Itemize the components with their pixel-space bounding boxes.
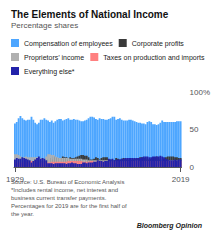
svg-text:business current transfer paym: business current transfer payments.: [11, 195, 107, 201]
svg-text:Taxes on production and import: Taxes on production and imports: [103, 54, 205, 62]
svg-text:Everything else*: Everything else*: [24, 68, 75, 76]
svg-text:the year.: the year.: [11, 211, 34, 217]
svg-text:*Includes rental income, net i: *Includes rental income, net interest an…: [11, 187, 118, 193]
svg-text:Source: U.S. Bureau of Economi: Source: U.S. Bureau of Economic Analysis: [11, 179, 124, 185]
svg-text:Bloomberg Opinion: Bloomberg Opinion: [137, 222, 202, 230]
svg-text:2019: 2019: [172, 175, 190, 184]
svg-text:Proprietors’ income: Proprietors’ income: [24, 54, 84, 62]
svg-text:Compensation of employees: Compensation of employees: [24, 40, 113, 48]
svg-text:50: 50: [190, 125, 199, 134]
svg-text:100%: 100%: [190, 88, 210, 97]
svg-text:0: 0: [190, 163, 195, 172]
svg-text:Percentages for 2019 are for t: Percentages for 2019 are for the first h…: [11, 203, 127, 209]
svg-text:Percentage shares: Percentage shares: [11, 21, 78, 30]
svg-text:The Elements of National Incom: The Elements of National Income: [11, 9, 169, 20]
svg-text:Corporate profits: Corporate profits: [132, 40, 185, 48]
